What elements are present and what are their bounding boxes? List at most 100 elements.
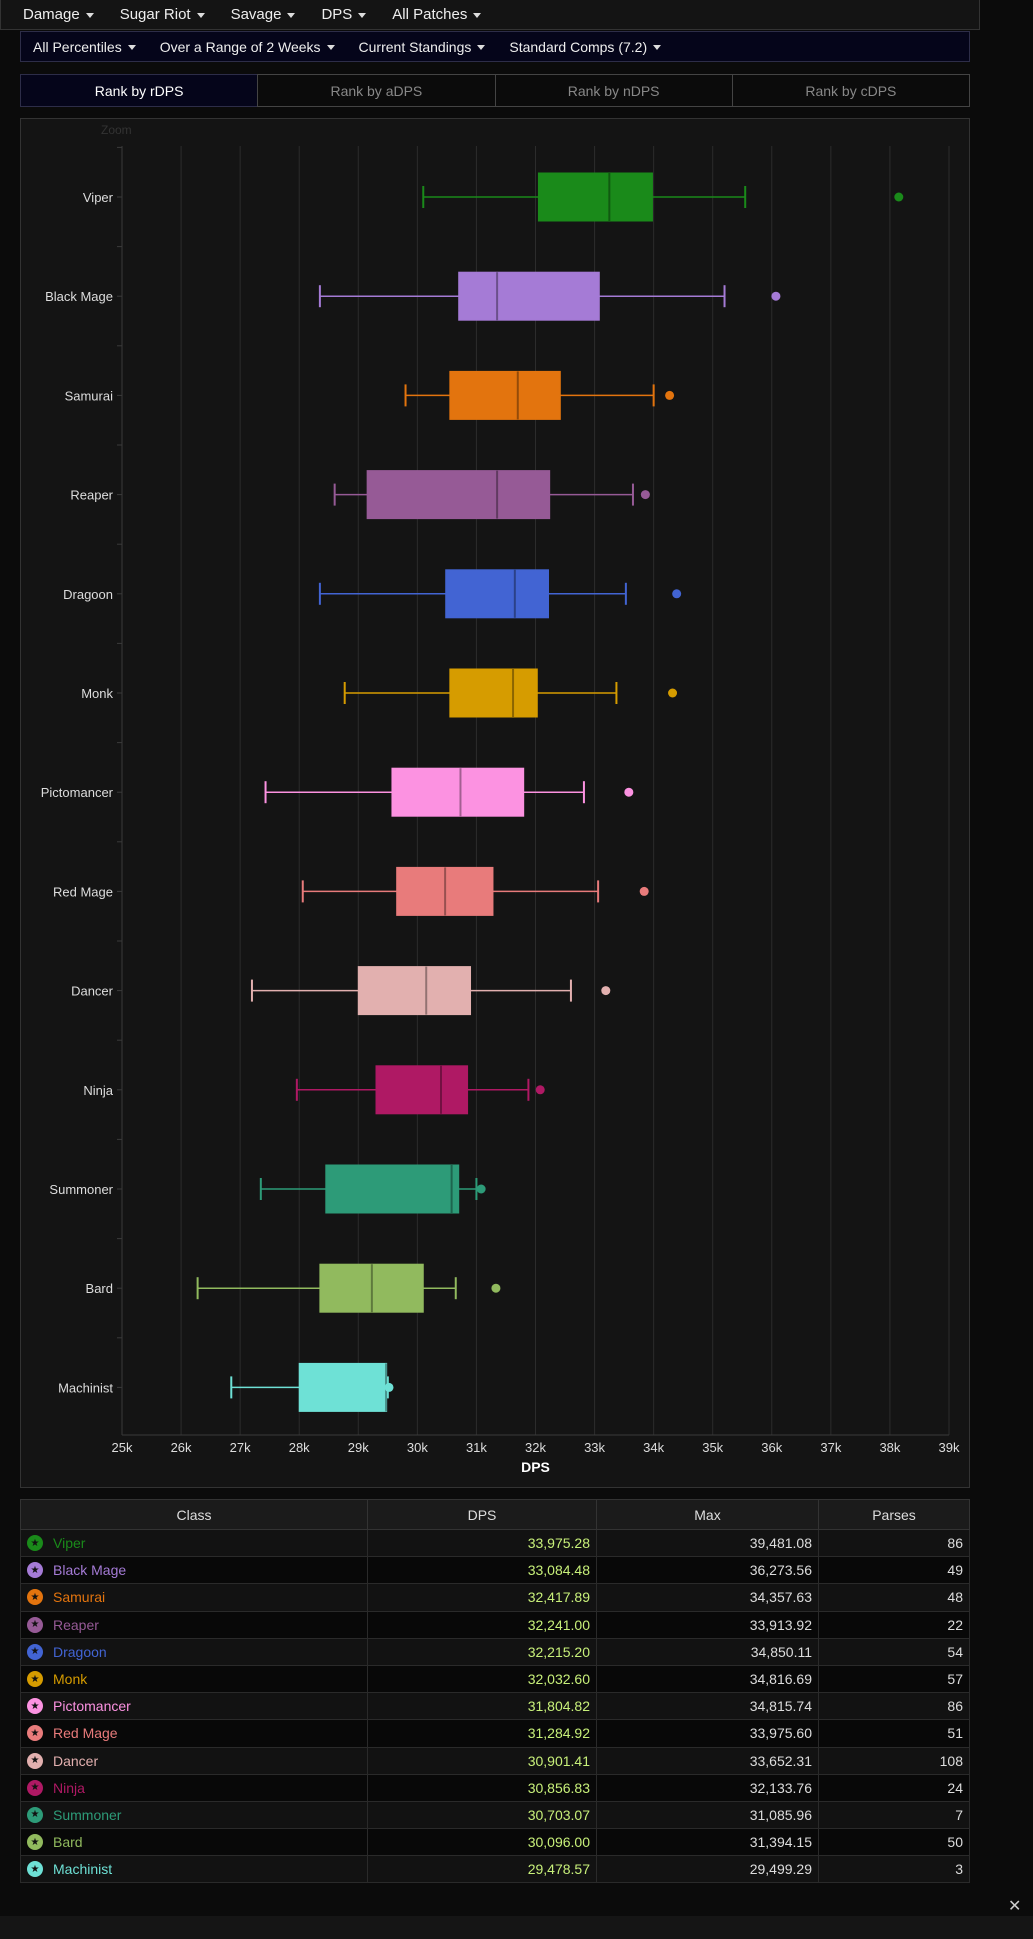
class-name-link[interactable]: Viper <box>53 1535 86 1552</box>
chevron-down-icon <box>85 12 94 18</box>
tab-rank-cdps[interactable]: Rank by cDPS <box>731 74 970 107</box>
parses-cell: 86 <box>818 1528 970 1558</box>
class-name-link[interactable]: Pictomancer <box>53 1698 131 1715</box>
zoom-button[interactable]: Zoom <box>101 123 132 137</box>
max-cell: 34,816.69 <box>596 1664 819 1694</box>
time-range-dropdown[interactable]: Over a Range of 2 Weeks <box>160 39 335 55</box>
tab-rank-adps[interactable]: Rank by aDPS <box>257 74 496 107</box>
dps-cell: 30,856.83 <box>367 1773 597 1802</box>
class-name-link[interactable]: Bard <box>53 1834 83 1851</box>
class-name-link[interactable]: Black Mage <box>53 1562 127 1579</box>
close-icon[interactable]: ✕ <box>1008 1898 1022 1915</box>
x-tick-label: 32k <box>525 1440 546 1455</box>
class-cell: ★ Viper <box>20 1528 368 1558</box>
tab-rank-rdps[interactable]: Rank by rDPS <box>20 74 259 107</box>
category-label: Samurai <box>65 388 114 403</box>
comps-dropdown[interactable]: Standard Comps (7.2) <box>509 39 662 55</box>
class-name-link[interactable]: Dragoon <box>53 1643 107 1660</box>
parses-cell: 50 <box>818 1828 970 1857</box>
table-row[interactable]: ★ Reaper 32,241.00 33,913.92 22 <box>20 1610 970 1639</box>
x-tick-label: 31k <box>466 1440 487 1455</box>
column-header-max[interactable]: Max <box>596 1499 819 1530</box>
class-name-link[interactable]: Machinist <box>53 1861 113 1878</box>
x-tick-label: 25k <box>112 1440 133 1455</box>
table-row[interactable]: ★ Red Mage 31,284.92 33,975.60 51 <box>20 1719 970 1748</box>
outlier-point <box>639 886 649 896</box>
job-icon: ★ <box>27 1725 43 1742</box>
x-tick-label: 38k <box>879 1440 900 1455</box>
class-name-link[interactable]: Reaper <box>53 1616 99 1633</box>
class-cell: ★ Samurai <box>20 1583 368 1612</box>
chevron-down-icon <box>358 12 367 18</box>
percentile-dropdown[interactable]: All Percentiles <box>33 39 136 55</box>
dps-cell: 30,096.00 <box>367 1828 597 1857</box>
chevron-down-icon <box>326 45 335 51</box>
bottom-bar <box>0 1916 1033 1939</box>
outlier-point <box>640 490 650 500</box>
table-row[interactable]: ★ Ninja 30,856.83 32,133.76 24 <box>20 1773 970 1802</box>
menu-difficulty-label: Savage <box>230 6 282 23</box>
class-cell: ★ Black Mage <box>20 1556 368 1585</box>
table-row[interactable]: ★ Monk 32,032.60 34,816.69 57 <box>20 1664 970 1694</box>
menu-patch-dropdown[interactable]: All Patches <box>392 6 482 23</box>
menu-difficulty-dropdown[interactable]: Savage <box>231 6 296 23</box>
class-name-link[interactable]: Ninja <box>53 1779 85 1796</box>
parses-cell: 108 <box>818 1746 970 1775</box>
class-name-link[interactable]: Summoner <box>53 1806 122 1823</box>
table-row[interactable]: ★ Bard 30,096.00 31,394.15 50 <box>20 1828 970 1857</box>
standings-label: Current Standings <box>358 38 472 55</box>
x-tick-label: 26k <box>171 1440 192 1455</box>
category-label: Dancer <box>71 984 114 999</box>
menu-role-dropdown[interactable]: DPS <box>321 6 367 23</box>
max-cell: 39,481.08 <box>596 1528 819 1558</box>
dps-boxplot-chart: 25k 26k 27k 28k 29k 30k 31k 32k 33k 34k 35k 36k 37k 3… <box>41 146 960 1475</box>
standings-dropdown[interactable]: Current Standings <box>359 39 486 55</box>
column-header-dps[interactable]: DPS <box>367 1499 597 1530</box>
parses-cell: 86 <box>818 1692 970 1721</box>
column-header-class[interactable]: Class <box>20 1499 368 1530</box>
iqr-box <box>445 569 549 619</box>
class-cell: ★ Ninja <box>20 1773 368 1802</box>
max-cell: 34,850.11 <box>596 1637 819 1666</box>
menu-encounter-dropdown[interactable]: Sugar Riot <box>120 6 205 23</box>
max-cell: 34,815.74 <box>596 1692 819 1721</box>
parses-cell: 3 <box>818 1855 970 1884</box>
class-cell: ★ Machinist <box>20 1855 368 1884</box>
table-row[interactable]: ★ Black Mage 33,084.48 36,273.56 49 <box>20 1556 970 1585</box>
outlier-point <box>535 1085 545 1095</box>
x-tick-label: 35k <box>702 1440 723 1455</box>
class-name-link[interactable]: Monk <box>53 1671 88 1688</box>
iqr-box <box>298 1362 388 1412</box>
job-icon: ★ <box>27 1752 43 1769</box>
chevron-down-icon <box>287 12 296 18</box>
dps-cell: 33,084.48 <box>367 1556 597 1585</box>
category-label: Ninja <box>83 1083 113 1098</box>
x-tick-label: 37k <box>820 1440 841 1455</box>
menu-metric-dropdown[interactable]: Damage <box>23 6 94 23</box>
class-cell: ★ Summoner <box>20 1800 368 1830</box>
table-row[interactable]: ★ Dancer 30,901.41 33,652.31 108 <box>20 1746 970 1775</box>
dps-cell: 29,478.57 <box>367 1855 597 1884</box>
outlier-point <box>491 1283 501 1293</box>
iqr-box <box>375 1065 469 1115</box>
x-tick-label: 34k <box>643 1440 664 1455</box>
tab-rank-ndps[interactable]: Rank by nDPS <box>494 74 733 107</box>
menu-role-label: DPS <box>321 6 353 23</box>
iqr-box <box>396 866 494 916</box>
table-row[interactable]: ★ Summoner 30,703.07 31,085.96 7 <box>20 1800 970 1830</box>
category-label: Reaper <box>70 488 113 503</box>
table-row[interactable]: ★ Dragoon 32,215.20 34,850.11 54 <box>20 1637 970 1666</box>
category-label: Black Mage <box>45 289 113 304</box>
table-row[interactable]: ★ Samurai 32,417.89 34,357.63 48 <box>20 1583 970 1612</box>
max-cell: 31,085.96 <box>596 1800 819 1830</box>
table-row[interactable]: ★ Pictomancer 31,804.82 34,815.74 86 <box>20 1692 970 1721</box>
table-row[interactable]: ★ Viper 33,975.28 39,481.08 86 <box>20 1528 970 1558</box>
max-cell: 29,499.29 <box>596 1855 819 1884</box>
class-name-link[interactable]: Dancer <box>53 1752 99 1769</box>
class-name-link[interactable]: Samurai <box>53 1589 106 1606</box>
results-table: Class DPS Max Parses ★ Viper 33,975.28 39,4… <box>20 1499 970 1884</box>
x-tick-label: 36k <box>761 1440 782 1455</box>
column-header-parses[interactable]: Parses <box>818 1499 970 1530</box>
class-name-link[interactable]: Red Mage <box>53 1725 118 1742</box>
table-row[interactable]: ★ Machinist 29,478.57 29,499.29 3 <box>20 1855 970 1884</box>
